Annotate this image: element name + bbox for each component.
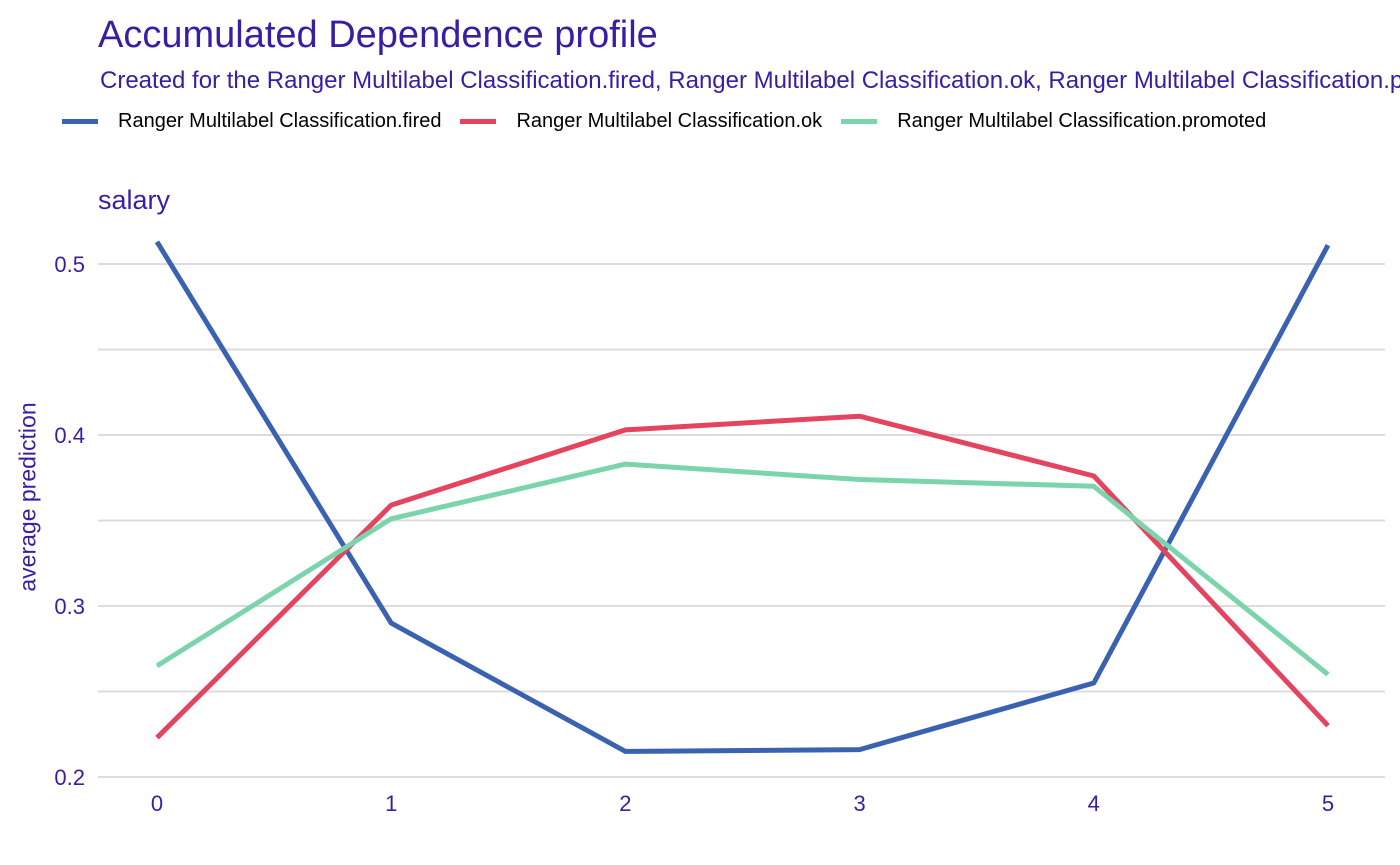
x-tick-label: 3: [853, 791, 865, 816]
chart-title: Accumulated Dependence profile: [98, 14, 658, 56]
series-line-fired: [154, 240, 1331, 754]
y-axis-ticks: 0.2 0.3 0.4 0.5: [54, 252, 85, 790]
x-tick-label: 5: [1322, 791, 1334, 816]
y-tick-label: 0.3: [54, 594, 85, 619]
legend: Ranger Multilabel Classification.fired R…: [62, 108, 1285, 134]
x-tick-label: 4: [1088, 791, 1100, 816]
legend-label-promoted: Ranger Multilabel Classification.promote…: [897, 109, 1267, 132]
x-tick-label: 0: [151, 791, 163, 816]
x-tick-label: 2: [619, 791, 631, 816]
legend-swatch-promoted: [841, 118, 878, 124]
series-line-promoted: [155, 461, 1330, 677]
legend-item-fired: Ranger Multilabel Classification.fired: [62, 110, 441, 133]
legend-item-ok: Ranger Multilabel Classification.ok: [460, 110, 822, 133]
panel-title: salary: [98, 185, 171, 215]
chart-subtitle: Created for the Ranger Multilabel Classi…: [100, 67, 1400, 94]
series-lines: [154, 240, 1331, 754]
x-tick-label: 1: [385, 791, 397, 816]
legend-label-ok: Ranger Multilabel Classification.ok: [516, 109, 823, 132]
x-axis-ticks: 0 1 2 3 4 5: [151, 791, 1334, 816]
legend-label-fired: Ranger Multilabel Classification.fired: [118, 109, 442, 132]
y-tick-label: 0.5: [54, 252, 85, 277]
y-tick-label: 0.2: [54, 765, 85, 790]
legend-item-promoted: Ranger Multilabel Classification.promote…: [841, 110, 1266, 133]
legend-swatch-fired: [62, 118, 98, 124]
legend-swatch-ok: [460, 118, 497, 124]
gridlines: [98, 263, 1385, 778]
y-tick-label: 0.4: [54, 423, 85, 448]
